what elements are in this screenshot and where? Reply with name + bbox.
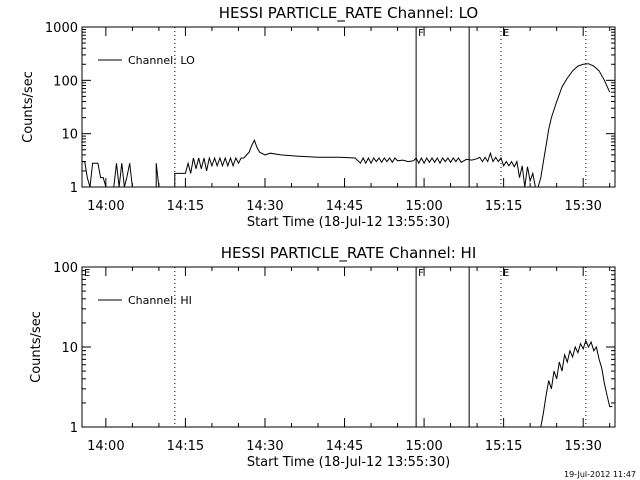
footer-timestamp: 19-Jul-2012 11:47 [564, 470, 636, 479]
marker-label: F [418, 268, 424, 279]
marker-label: E [84, 268, 90, 279]
chart-title: HESSI PARTICLE_RATE Channel: LO [219, 4, 478, 23]
x-tick-label: 15:30 [564, 439, 601, 454]
x-axis-label: Start Time (18-Jul-12 13:55:30) [247, 455, 450, 470]
x-tick-label: 14:15 [167, 199, 204, 214]
chart-panel-lo: HESSI PARTICLE_RATE Channel: LO 1 10 100 100… [21, 4, 616, 230]
x-tick-label: 14:15 [167, 439, 204, 454]
x-axis-label: Start Time (18-Jul-12 13:55:30) [247, 215, 450, 230]
legend-label: Channel: HI [128, 294, 192, 307]
x-tick-label: 15:30 [564, 199, 601, 214]
marker-label: F [418, 28, 424, 39]
y-tick-label: 1 [70, 421, 78, 436]
y-axis-label: Counts/sec [29, 311, 44, 383]
x-tick-label: 15:00 [405, 199, 442, 214]
y-tick-label: 100 [53, 74, 78, 89]
data-series-line [537, 63, 611, 187]
data-series-line [174, 139, 536, 187]
plot-frame [81, 26, 616, 188]
x-tick-label: 14:00 [87, 439, 124, 454]
legend-label: Channel: LO [128, 54, 195, 67]
x-tick-label: 14:30 [246, 199, 283, 214]
x-tick-label: 15:15 [485, 439, 522, 454]
marker-label: E [503, 28, 509, 39]
y-tick-label: 1 [70, 181, 78, 196]
x-tick-label: 15:15 [485, 199, 522, 214]
y-tick-label: 10 [61, 341, 78, 356]
data-series-line [82, 161, 107, 187]
y-tick-label: 10 [61, 128, 78, 143]
plot-frame [81, 266, 616, 428]
x-tick-label: 14:00 [87, 199, 124, 214]
x-tick-label: 14:30 [246, 439, 283, 454]
chart-title: HESSI PARTICLE_RATE Channel: HI [221, 244, 477, 263]
y-tick-label: 100 [53, 261, 78, 276]
x-tick-label: 14:45 [326, 199, 363, 214]
y-axis-label: Counts/sec [21, 71, 36, 143]
x-tick-label: 14:45 [326, 439, 363, 454]
marker-label: E [503, 268, 509, 279]
chart-panel-hi: HESSI PARTICLE_RATE Channel: HI 1 10 100 14:… [29, 244, 616, 470]
y-tick-label: 1000 [45, 21, 78, 36]
x-tick-label: 15:00 [405, 439, 442, 454]
data-series-line [155, 163, 160, 187]
data-series-line [113, 163, 133, 187]
data-series-line [540, 339, 613, 427]
